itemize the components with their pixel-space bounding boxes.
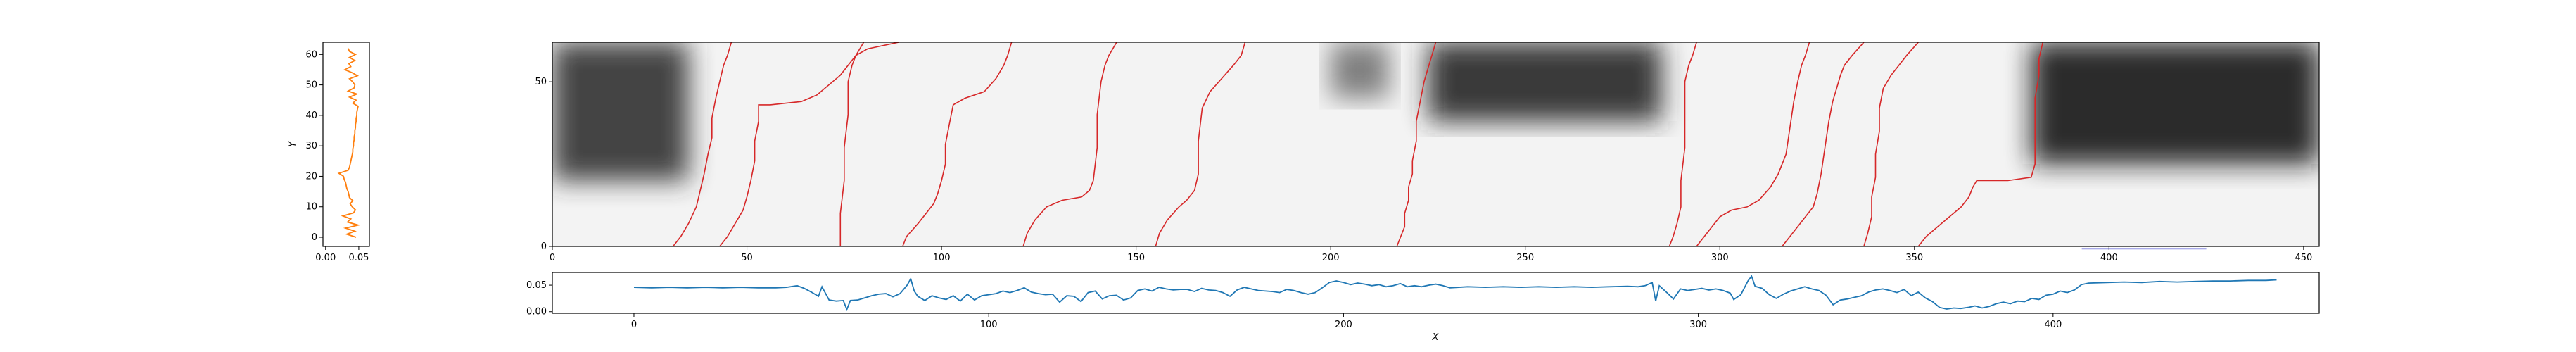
left-profile-x-tick-label: 0.00	[315, 253, 336, 263]
bottom-profile-line	[633, 275, 2277, 312]
bottom-profile-frame	[552, 272, 2320, 314]
heatmap-x-tick-label: 100	[933, 253, 951, 263]
bottom-profile-x-tick-label: 400	[2044, 320, 2062, 330]
warping-path	[839, 42, 899, 246]
left-profile-y-tick-label: 10	[305, 202, 317, 213]
warping-path	[1782, 42, 1865, 246]
bottom-profile-x-tick-label: 300	[1689, 320, 1707, 330]
bottom-profile-x-label: X	[1432, 332, 1440, 343]
heatmap-y-tick-label: 0	[541, 241, 547, 252]
left-profile-y-tick-label: 0	[312, 232, 317, 243]
warping-path	[902, 42, 1013, 246]
warping-path	[719, 42, 865, 246]
heatmap-x-tick-label: 200	[1322, 253, 1340, 263]
warping-path	[1696, 42, 1810, 246]
left-profile-y-tick-label: 40	[305, 111, 317, 121]
heatmap-frame	[552, 42, 2320, 247]
bottom-profile-y-tick-label: 0.05	[526, 280, 547, 291]
warping-path	[1917, 42, 2044, 246]
heatmap-dark-region	[1428, 42, 1662, 122]
bottom-profile-panel: 0 100 200 300 400 0.00 0.05 X	[526, 272, 2320, 343]
left-profile-y-label: Y	[288, 141, 298, 147]
left-profile-x-ticks: 0.00 0.05	[315, 246, 369, 263]
bottom-profile-x-tick-label: 100	[980, 320, 998, 330]
left-profile-y-tick-label: 50	[305, 80, 317, 91]
left-profile-frame	[322, 42, 370, 247]
heatmap-x-tick-label: 300	[1711, 253, 1729, 263]
warping-path	[1668, 42, 1697, 246]
left-profile-y-tick-label: 30	[305, 141, 317, 151]
bottom-profile-x-tick-label: 0	[631, 320, 637, 330]
bottom-profile-x-tick-label: 200	[1335, 320, 1352, 330]
left-profile-y-tick-label: 60	[305, 49, 317, 60]
left-profile-panel: 0.00 0.05 0 10 20 30 40 50 60 Y	[288, 42, 370, 263]
heatmap-x-tick-label: 150	[1127, 253, 1145, 263]
warping-path	[1396, 42, 1437, 246]
heatmap-x-tick-label: 50	[741, 253, 753, 263]
warping-path	[672, 42, 732, 246]
left-profile-y-tick-label: 20	[305, 171, 317, 182]
bottom-profile-y-ticks: 0.00 0.05	[526, 280, 552, 318]
heatmap-x-tick-label: 0	[550, 253, 555, 263]
warping-path	[1863, 42, 1919, 246]
bottom-profile-x-ticks: 0 100 200 300 400	[631, 313, 2062, 330]
warping-path	[1022, 42, 1117, 246]
warping-path	[1155, 42, 1246, 246]
heatmap-x-tick-label: 350	[1905, 253, 1923, 263]
warping-paths	[672, 42, 2044, 246]
left-profile-line	[337, 48, 361, 238]
heatmap-dark-region	[2031, 42, 2319, 165]
heatmap-panel: 0 50 100 150 200 250 300 350 400 450 0 50	[535, 42, 2320, 263]
heatmap-shading	[552, 42, 2319, 181]
heatmap-x-tick-label: 450	[2295, 253, 2312, 263]
left-profile-y-ticks: 0 10 20 30 40 50 60	[305, 49, 323, 243]
bottom-profile-y-tick-label: 0.00	[526, 307, 547, 318]
heatmap-x-tick-label: 400	[2100, 253, 2118, 263]
heatmap-x-ticks: 0 50 100 150 200 250 300 350 400 450	[550, 246, 2312, 263]
heatmap-y-tick-label: 50	[535, 77, 547, 87]
left-profile-x-tick-label: 0.05	[348, 253, 369, 263]
heatmap-dark-region	[552, 42, 689, 181]
heatmap-y-ticks: 0 50	[535, 77, 552, 252]
heatmap-x-tick-label: 250	[1516, 253, 1534, 263]
heatmap-dark-region	[1331, 42, 1390, 99]
